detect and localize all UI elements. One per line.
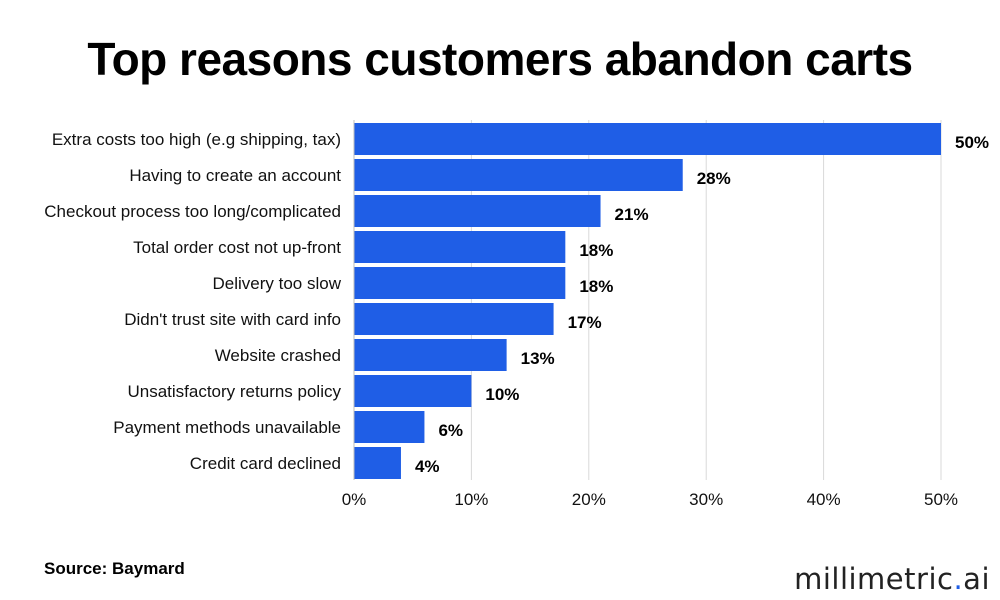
value-label: 28% <box>697 169 731 188</box>
bar <box>354 339 507 371</box>
bar <box>354 195 601 227</box>
value-label: 13% <box>521 349 555 368</box>
value-label: 10% <box>485 385 519 404</box>
category-label: Payment methods unavailable <box>113 418 341 437</box>
value-label: 21% <box>615 205 649 224</box>
brand-name: millimetric <box>794 562 954 596</box>
category-label: Delivery too slow <box>213 274 342 293</box>
category-label: Total order cost not up-front <box>133 238 341 257</box>
x-tick-label: 0% <box>342 490 367 509</box>
bar <box>354 231 566 263</box>
bar <box>354 123 941 155</box>
value-label: 50% <box>955 133 989 152</box>
bar <box>354 375 472 407</box>
bar <box>354 159 683 191</box>
brand-dot: . <box>953 562 964 596</box>
source-note: Source: Baymard <box>44 559 185 578</box>
category-label: Unsatisfactory returns policy <box>127 382 341 401</box>
value-label: 4% <box>415 457 440 476</box>
bar <box>354 303 554 335</box>
value-label: 18% <box>579 277 613 296</box>
x-tick-label: 10% <box>454 490 488 509</box>
bar <box>354 447 401 479</box>
value-label: 6% <box>438 421 463 440</box>
category-label: Checkout process too long/complicated <box>44 202 341 221</box>
x-tick-label: 40% <box>807 490 841 509</box>
category-label: Website crashed <box>215 346 341 365</box>
category-label: Extra costs too high (e.g shipping, tax) <box>52 130 341 149</box>
x-tick-label: 50% <box>924 490 958 509</box>
value-label: 17% <box>568 313 602 332</box>
x-tick-label: 30% <box>689 490 723 509</box>
bar <box>354 267 566 299</box>
category-label: Credit card declined <box>190 454 341 473</box>
category-label: Didn't trust site with card info <box>124 310 341 329</box>
category-label: Having to create an account <box>129 166 341 185</box>
x-tick-label: 20% <box>572 490 606 509</box>
brand-suffix: ai <box>963 562 990 596</box>
chart-title: Top reasons customers abandon carts <box>87 33 913 85</box>
value-label: 18% <box>579 241 613 260</box>
bar <box>354 411 425 443</box>
brand-logo: millimetric.ai <box>794 562 990 596</box>
